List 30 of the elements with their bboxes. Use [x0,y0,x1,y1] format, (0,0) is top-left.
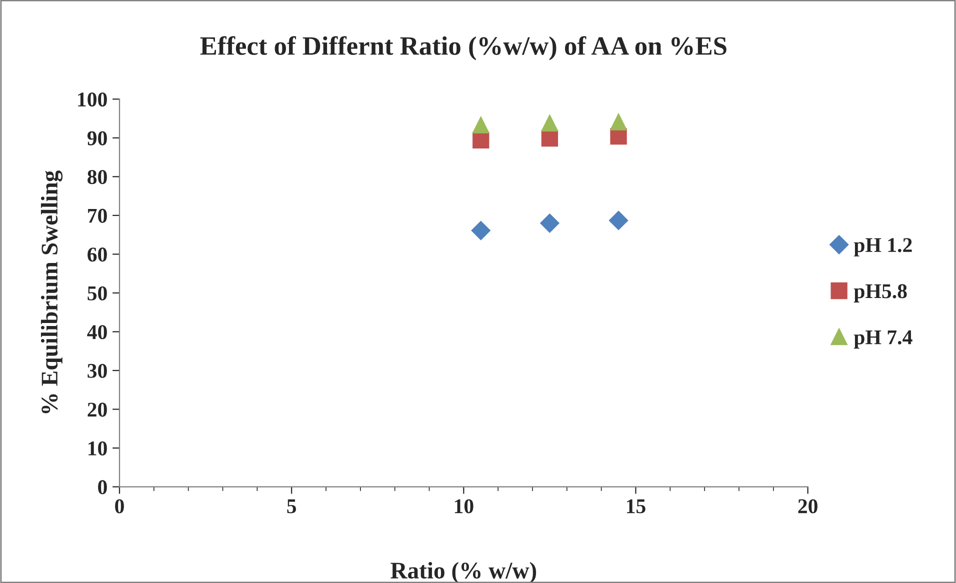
x-tick-label: 0 [115,499,124,514]
y-tick-label: 80 [88,170,107,184]
point [610,114,627,130]
y-tick-label: 50 [88,286,107,300]
y-tick-label: 20 [88,402,107,417]
y-tick-label: 30 [88,364,107,378]
x-tick-label: 20 [798,499,818,514]
y-tick-label: 40 [87,325,107,340]
x-tick-label: 10 [454,499,474,514]
point [609,210,628,230]
y-tick-label: 90 [87,131,107,146]
x-tick-label: 5 [287,499,296,514]
point [540,214,560,233]
point [472,132,490,149]
legend-label: pH 1.2 [854,238,912,256]
chart-title: Effect of Differnt Ratio (%w/w) of AA on %ES [200,36,726,60]
point [471,221,490,240]
y-tick-label: 60 [88,248,107,262]
legend-label: pH5.8 [854,284,907,302]
legend-label: pH 7.4 [854,330,912,349]
y-tick-label: 10 [88,441,107,456]
point [541,130,558,147]
point [541,114,558,132]
point [472,116,490,134]
y-tick-label: 70 [88,208,107,223]
y-tick-label: 100 [78,92,107,107]
x-tick-label: 15 [626,499,646,514]
x-axis-title: Ratio (% w/w) [390,562,536,583]
y-axis-title: % Equilibrium Swelling [40,170,63,414]
y-tick-label: 0 [98,480,107,494]
